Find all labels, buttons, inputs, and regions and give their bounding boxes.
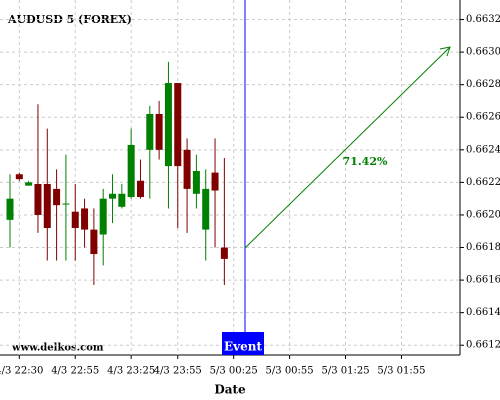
y-tick-label: 0.6614 — [466, 307, 500, 318]
arrow-head — [439, 46, 451, 57]
candle-body — [90, 229, 98, 255]
y-tick-label: 0.6618 — [466, 242, 500, 253]
candle-body — [53, 188, 61, 206]
candle-body — [164, 83, 172, 167]
x-tick-label: 5/3 00:25 — [210, 366, 258, 377]
x-axis-title: Date — [214, 383, 246, 397]
watermark: www.delkos.com — [11, 343, 104, 354]
candle-body — [34, 184, 42, 215]
candle-body — [71, 211, 79, 228]
candle-body — [202, 188, 210, 230]
candle-body — [118, 193, 126, 207]
y-tick-label: 0.6612 — [466, 340, 500, 351]
y-tick-label: 0.6620 — [466, 209, 500, 220]
x-tick-label: 4/3 22:30 — [0, 366, 43, 377]
x-tick-label: 5/3 01:55 — [377, 366, 425, 377]
y-tick-label: 0.6630 — [466, 47, 500, 58]
candle-body — [136, 180, 144, 198]
candle-body — [127, 144, 135, 198]
y-tick-label: 0.6616 — [466, 275, 500, 286]
chart-title: AUDUSD 5 (FOREX) — [7, 13, 132, 26]
candle-body — [43, 184, 51, 228]
projection-arrow — [244, 46, 451, 249]
y-tick-label: 0.6624 — [466, 144, 500, 155]
plot: 0.6612 0.6614 0.6616 0.6618 0.6620 0.6622 0.66… — [0, 0, 500, 377]
candle-body — [81, 208, 89, 230]
x-tick-label: 5/3 01:25 — [321, 366, 369, 377]
y-tick-label: 0.6632 — [466, 14, 500, 25]
candle-body — [174, 83, 182, 167]
y-tick-label: 0.6622 — [466, 177, 500, 188]
candle-body — [99, 198, 107, 235]
candle-body — [155, 113, 163, 150]
candle-body — [25, 182, 33, 186]
candle-body — [192, 170, 200, 194]
event-label: Event — [224, 340, 262, 354]
candle-body — [15, 174, 23, 180]
y-tick-label: 0.6628 — [466, 79, 500, 90]
x-tick-label: 4/3 22:55 — [51, 366, 99, 377]
y-tick-label: 0.6626 — [466, 112, 500, 123]
candle-body — [109, 193, 117, 199]
candle-body — [62, 203, 70, 205]
x-tick-label: 4/3 23:55 — [154, 366, 202, 377]
candle-body — [6, 198, 14, 220]
x-tick-label: 5/3 00:55 — [266, 366, 314, 377]
candle-body — [211, 172, 219, 191]
x-tick-label: 4/3 23:25 — [107, 366, 155, 377]
event-box — [222, 332, 264, 355]
annotation: 71.42% — [343, 155, 388, 168]
candle-body — [183, 149, 191, 189]
candle-body — [146, 113, 154, 150]
candle-body — [220, 247, 228, 259]
